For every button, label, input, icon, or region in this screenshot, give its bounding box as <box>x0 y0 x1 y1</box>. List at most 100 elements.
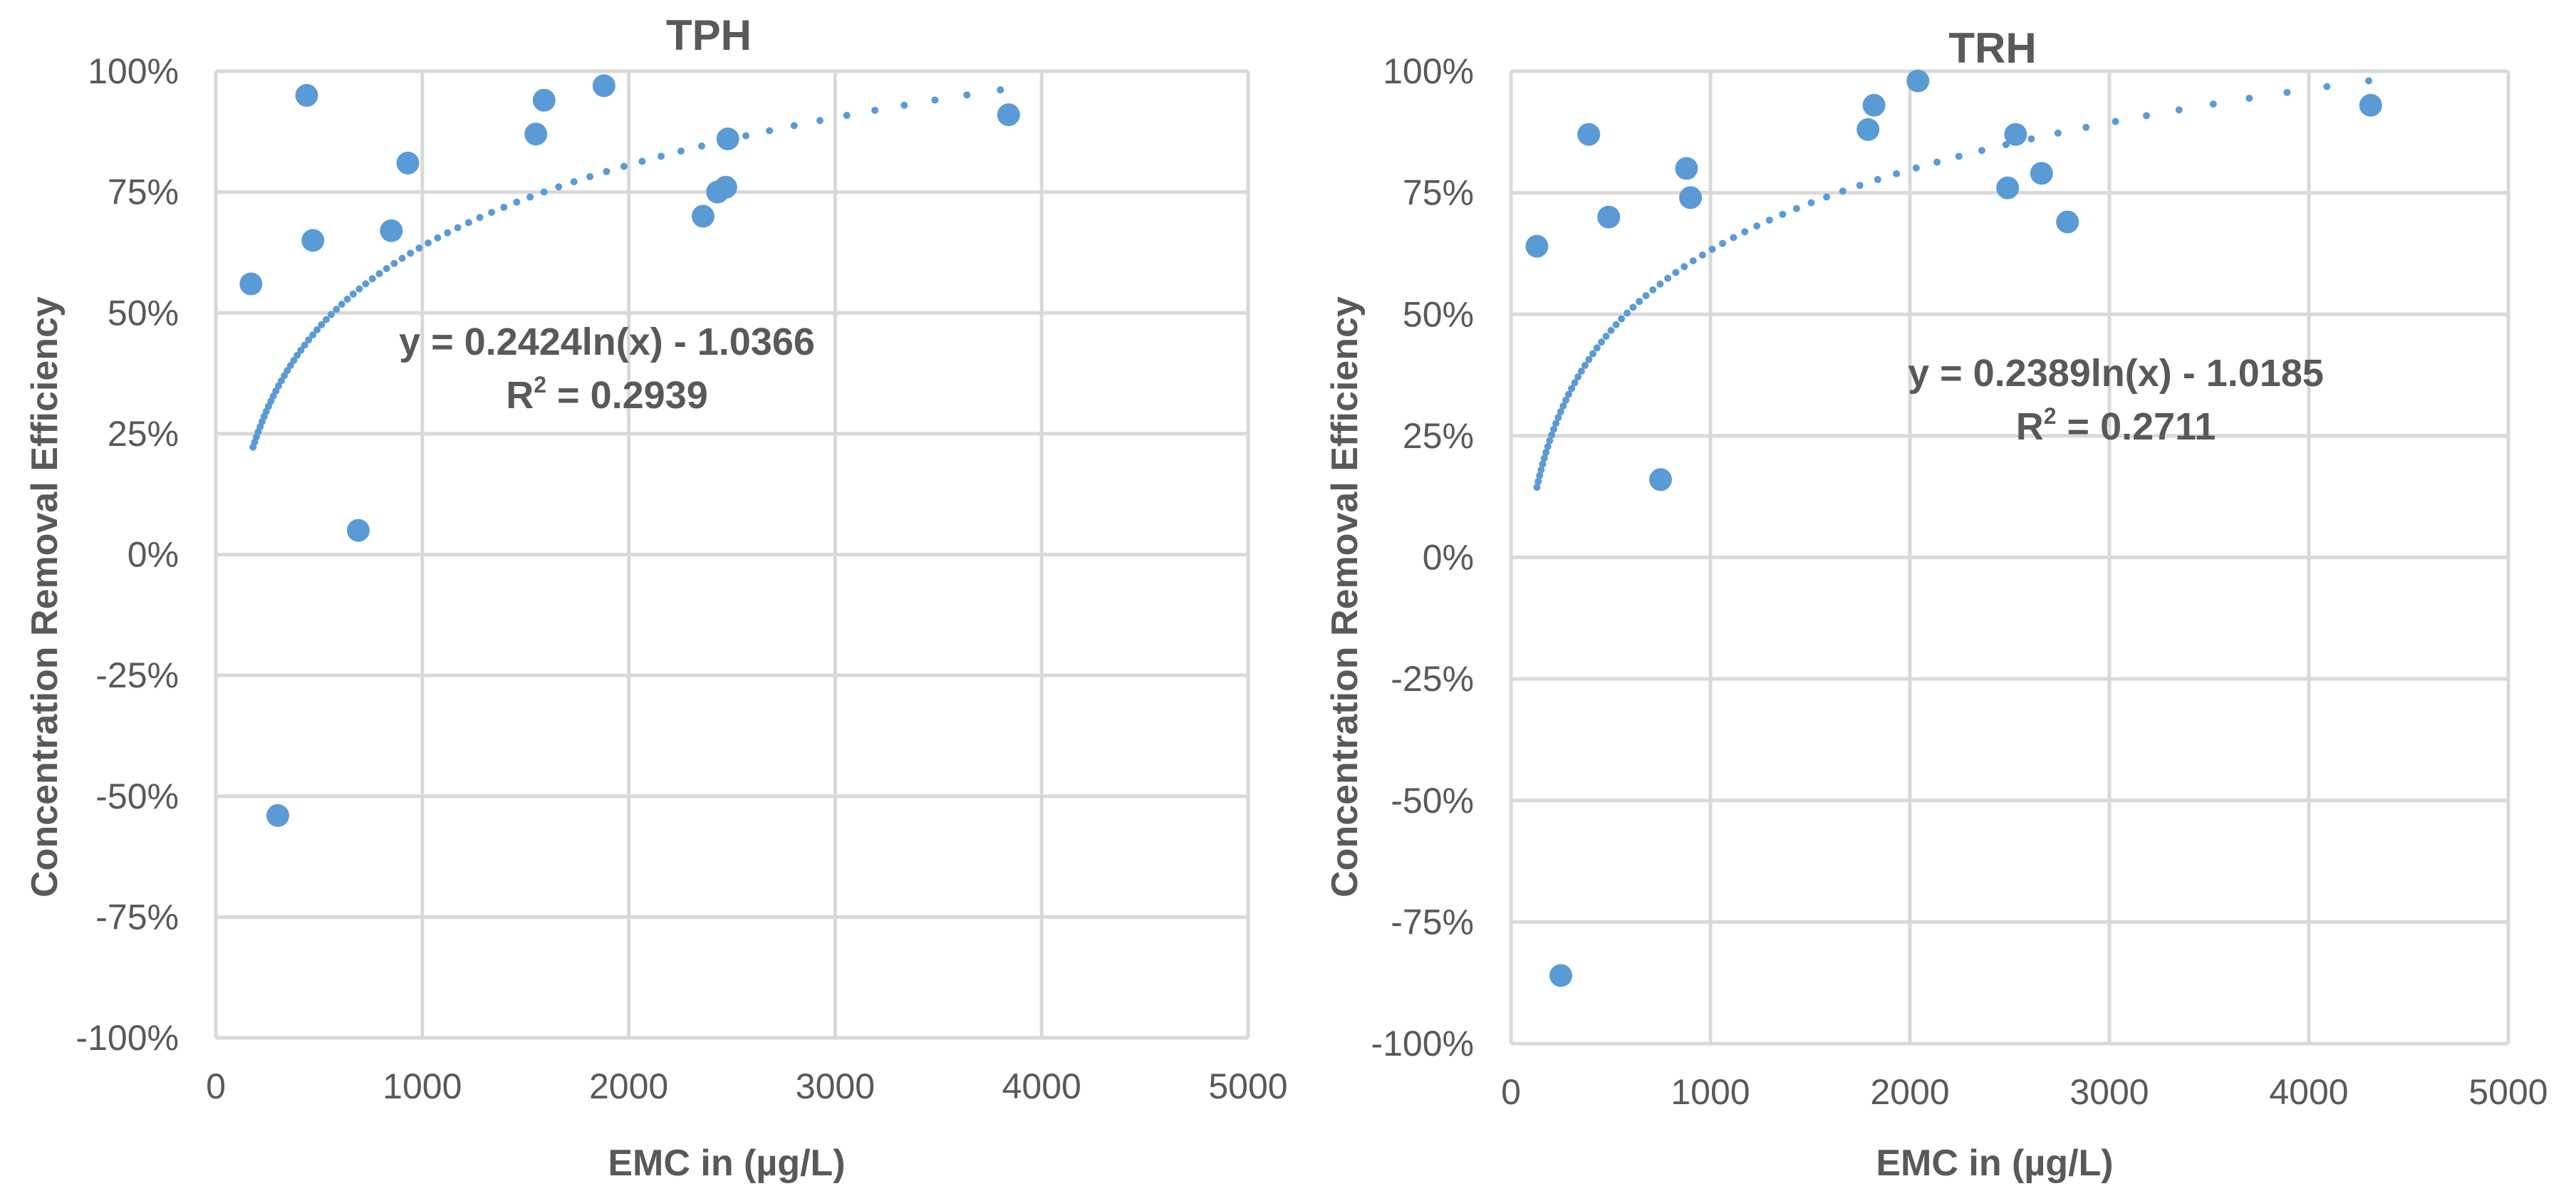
trendline-dot <box>1792 204 1800 212</box>
trendline-dot <box>434 234 442 241</box>
trendline-dot <box>1649 286 1657 293</box>
trendline-dot <box>355 285 363 293</box>
trendline-dot <box>1574 373 1582 381</box>
x-axis-title: EMC in (µg/L) <box>608 1143 845 1184</box>
trendline-dot <box>2143 112 2151 120</box>
trendline-dot <box>1559 402 1567 410</box>
trendline-dot <box>294 351 301 359</box>
trendline-dot <box>1539 460 1547 468</box>
trendline-dot <box>1618 315 1626 323</box>
trendline-dot <box>638 157 646 165</box>
trendline-dot <box>1612 321 1620 328</box>
chart-title: TRH <box>1948 24 2036 72</box>
trendline-dot <box>1602 333 1610 340</box>
y-tick-label: 100% <box>1383 51 1474 91</box>
data-point <box>1597 205 1621 229</box>
trendline-dot <box>2082 123 2090 131</box>
data-point <box>2359 93 2382 117</box>
y-tick-label: -75% <box>1391 902 1474 942</box>
trendline-dot <box>425 239 432 247</box>
x-tick-label: 3000 <box>796 1066 875 1106</box>
trendline-dot <box>1540 454 1548 462</box>
trendline-dot <box>526 193 534 201</box>
data-point <box>1906 69 1930 93</box>
data-point <box>2030 162 2053 185</box>
trendline-dot <box>1542 449 1550 457</box>
trendline-dot <box>297 346 305 354</box>
trendline-dot <box>620 162 628 170</box>
x-tick-label: 0 <box>1501 1072 1521 1112</box>
trendline-dot <box>313 326 321 333</box>
trendline-dot <box>362 280 370 288</box>
data-point <box>1679 186 1702 209</box>
data-point <box>266 804 289 827</box>
r-squared-label: R2 = 0.2711 <box>2016 403 2216 448</box>
trendline-dot <box>1548 431 1556 439</box>
trendline-dot <box>513 198 521 206</box>
trendline-dot <box>323 316 331 323</box>
trendline-dot <box>2245 94 2253 102</box>
trendline-dot <box>1823 193 1831 201</box>
trendline-dot <box>415 244 423 252</box>
data-point <box>295 83 318 107</box>
trendline-dot <box>1753 222 1761 230</box>
trendline-dot <box>327 311 335 318</box>
data-point <box>532 88 556 112</box>
trendline-dot <box>1554 414 1562 422</box>
trendline-dot <box>1589 350 1596 358</box>
trendline-dot <box>1656 280 1664 288</box>
trendline-dot <box>742 132 750 140</box>
trendline-dot <box>1765 217 1773 224</box>
data-point <box>239 272 263 296</box>
trendline-dot <box>997 86 1004 94</box>
trendline-dot <box>454 224 462 232</box>
trendline-dot <box>2027 135 2035 142</box>
y-tick-labels: 100% 75% 50% 25% 0% -25% -50% -75% -100% <box>1371 51 1474 1064</box>
trendline-dot <box>286 362 294 370</box>
r-squared-symbol: R <box>2016 405 2044 448</box>
x-tick-label: 3000 <box>2069 1072 2149 1112</box>
trendline-dot <box>444 229 452 236</box>
trendline-dot <box>658 152 665 160</box>
trendline-dot <box>586 172 594 180</box>
trendline-dot <box>1839 187 1847 195</box>
trendline-dot <box>2112 118 2119 125</box>
r-squared-superscript: 2 <box>2044 403 2057 429</box>
r-squared-value: = 0.2939 <box>546 374 708 417</box>
trendline-dot <box>1577 367 1585 375</box>
data-point <box>524 123 548 146</box>
y-tick-label: 100% <box>88 51 179 91</box>
grid <box>1509 69 2510 1046</box>
data-point <box>1549 964 1572 987</box>
trendline-dot <box>1534 477 1542 485</box>
y-tick-labels: 100% 75% 50% 25% 0% -25% -50% -75% -100% <box>76 51 179 1058</box>
trendline-dot <box>305 336 313 344</box>
y-axis-title: Concentration Removal Efficiency <box>24 296 66 898</box>
data-point <box>380 219 403 242</box>
trendline-dot <box>1552 420 1560 427</box>
trendline-dot <box>1546 437 1554 444</box>
trendline-dot <box>1537 466 1545 474</box>
trendline-dot <box>1571 379 1579 387</box>
tph-chart: 100%75%50%25%0%-25%-50%-75%-100% 0 1000 20… <box>24 11 1288 1184</box>
y-tick-label: -50% <box>95 776 179 816</box>
data-point <box>346 519 370 542</box>
x-tick-label: 2000 <box>1870 1072 1949 1112</box>
trendline-dot <box>900 101 908 109</box>
trendline <box>249 86 1004 451</box>
trendline-dot <box>2323 83 2331 90</box>
trendline-dot <box>1544 442 1552 450</box>
data-points <box>239 74 1020 827</box>
trendline-dot <box>476 214 484 222</box>
trendline-dot <box>290 356 298 364</box>
trendline-dot <box>1807 199 1815 207</box>
trendline-dot <box>1955 152 1963 160</box>
trendline-dot <box>1978 147 1985 155</box>
trendline-dot <box>1893 170 1901 177</box>
trendline-dot <box>963 91 971 99</box>
trendline-dot <box>390 259 398 267</box>
trendline-dot <box>1533 483 1541 491</box>
trendline-dot <box>368 275 376 283</box>
trendline-dot <box>1568 385 1576 392</box>
y-tick-label: 25% <box>108 414 179 454</box>
